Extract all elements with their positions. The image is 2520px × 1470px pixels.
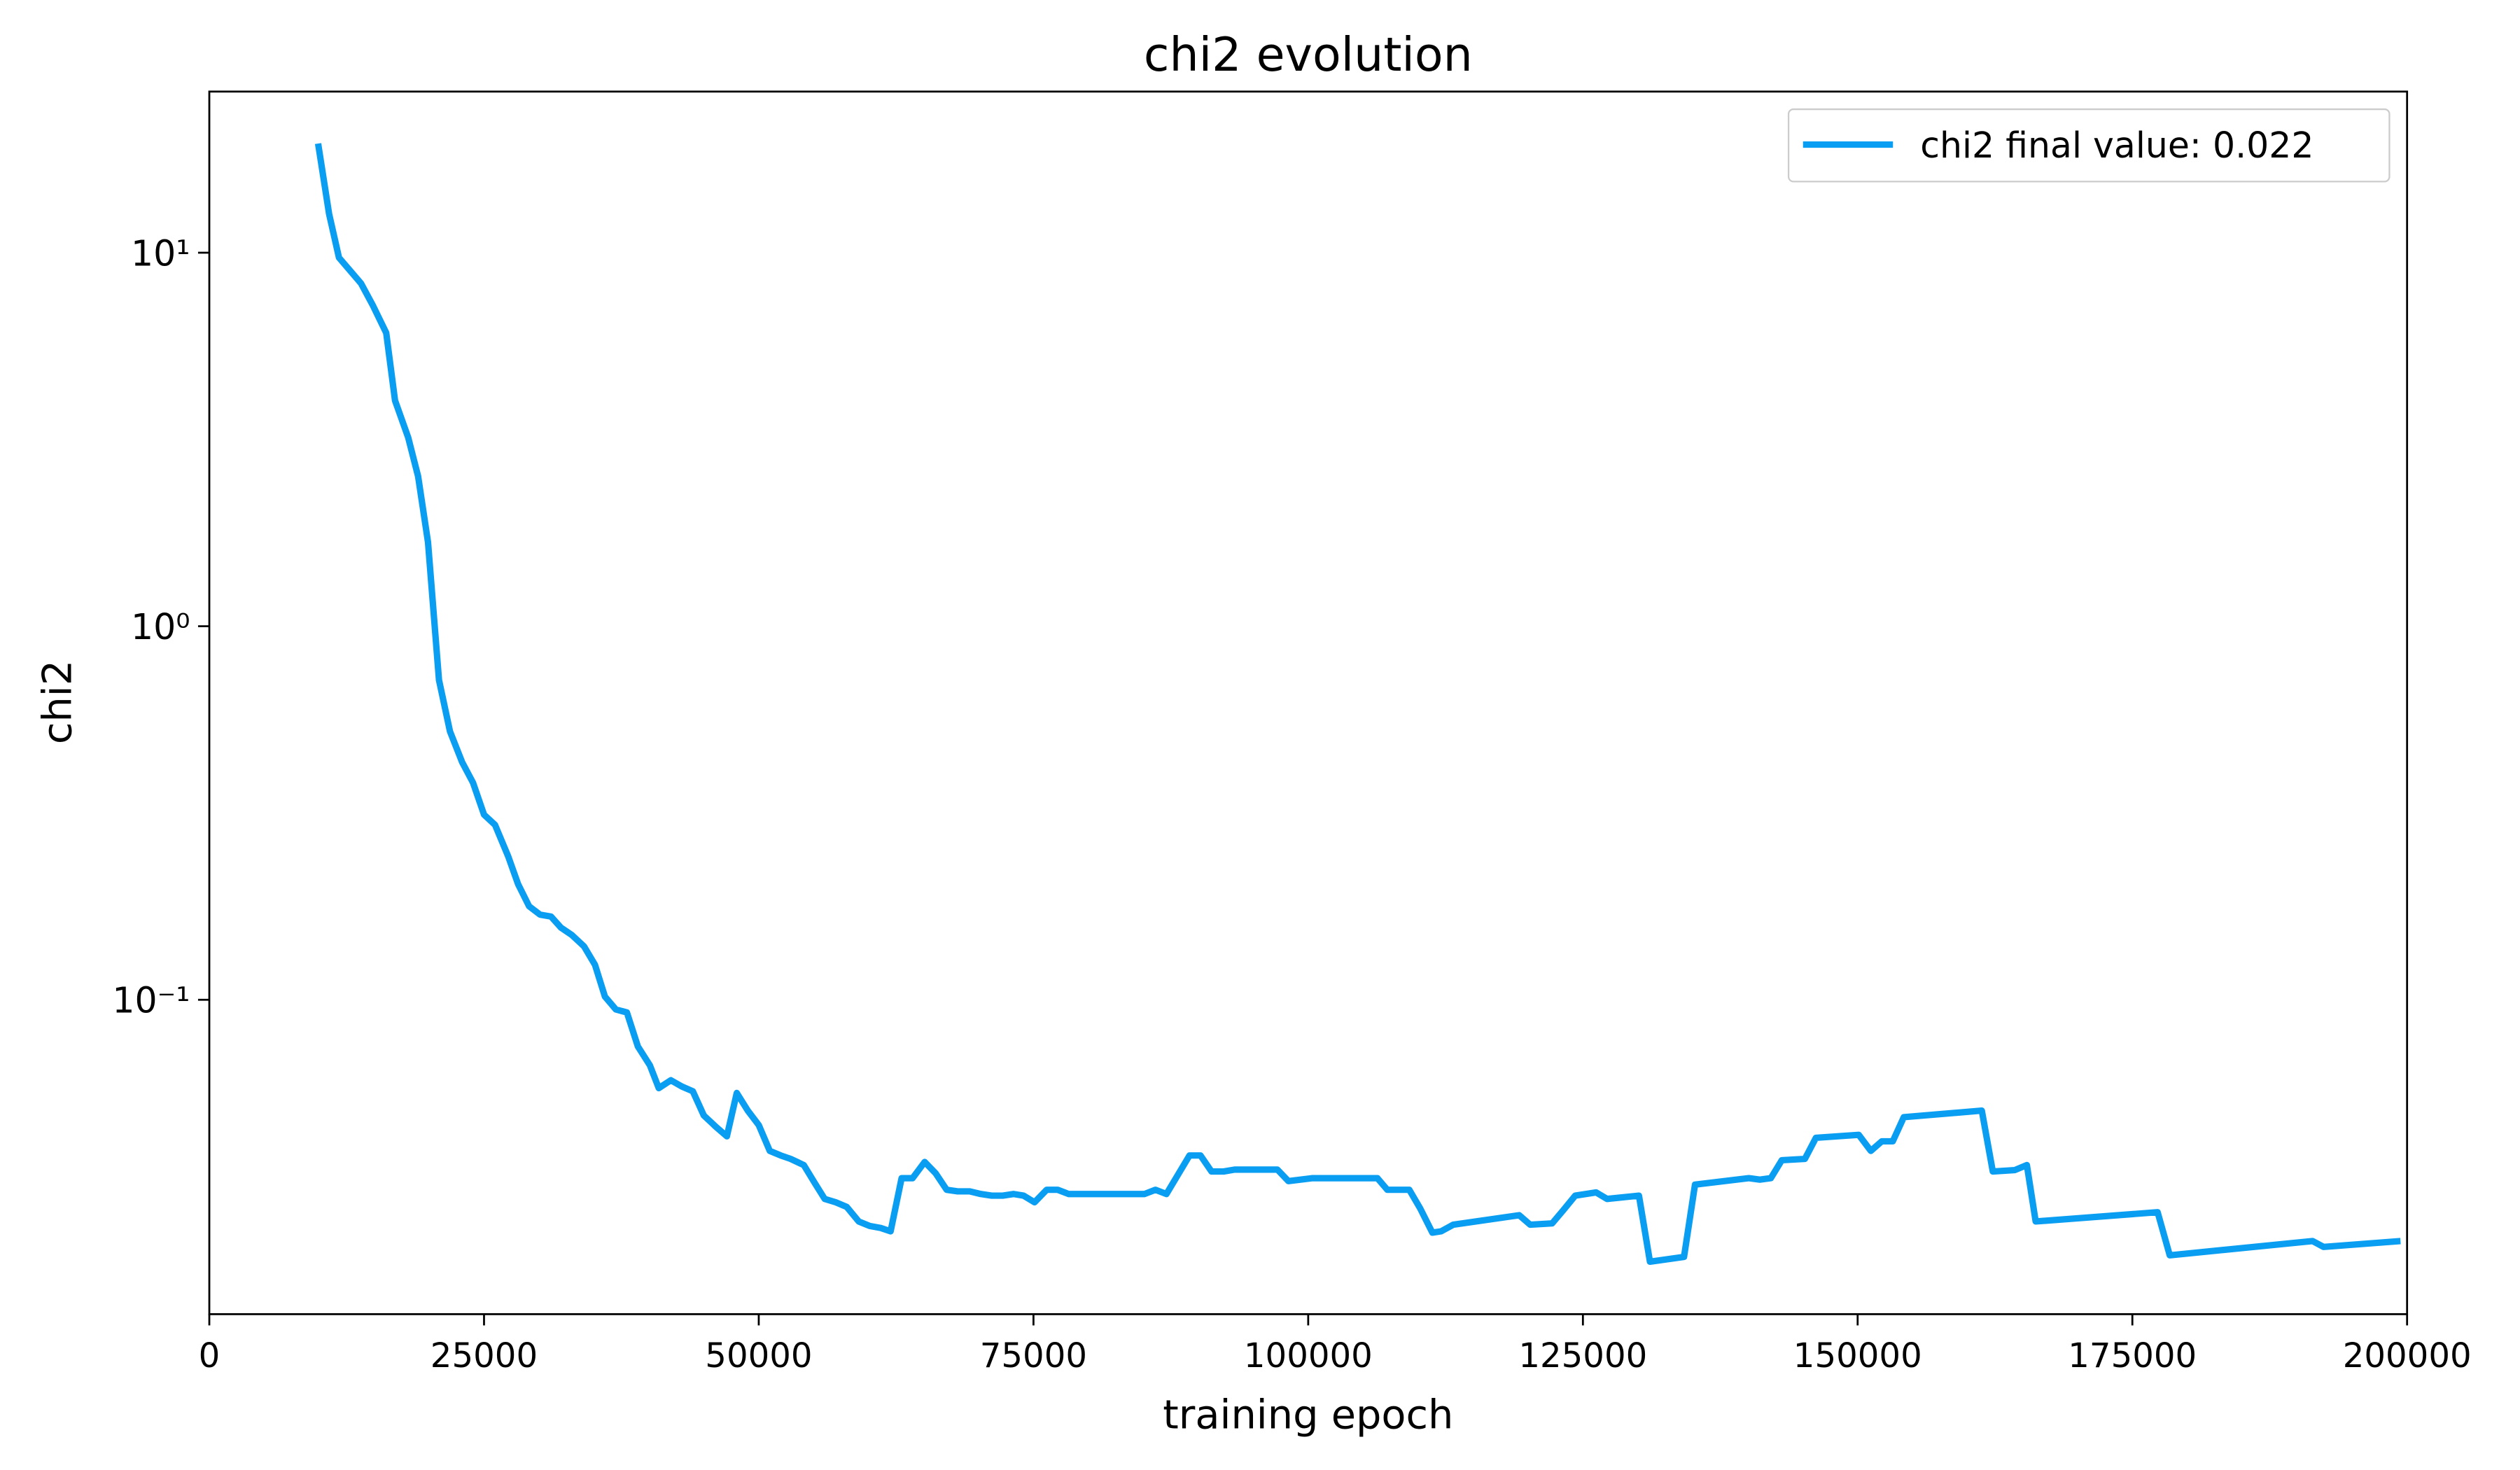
x-tick-label: 175000 (2068, 1336, 2197, 1376)
legend-label: chi2 final value: 0.022 (1920, 125, 2314, 166)
y-tick-label: 10⁰ (131, 606, 190, 648)
x-tick-label: 50000 (705, 1336, 812, 1376)
x-tick-label: 75000 (980, 1336, 1087, 1376)
data-line (314, 143, 2401, 1265)
y-tick-label: 10⁻¹ (112, 980, 190, 1021)
legend-box (1787, 108, 2390, 183)
x-axis-label: training epoch (1163, 1391, 1453, 1438)
x-tick-label: 125000 (1518, 1336, 1647, 1376)
x-tick-label: 25000 (430, 1336, 538, 1376)
y-tick-label: 10¹ (131, 232, 190, 274)
chart-title: chi2 evolution (1144, 27, 1473, 82)
x-tick-label: 0 (199, 1336, 220, 1376)
x-tick-label: 150000 (1793, 1336, 1922, 1376)
plot-frame (208, 90, 2409, 1315)
x-tick-label: 200000 (2343, 1336, 2472, 1376)
y-axis-label: chi2 (34, 660, 81, 744)
x-tick-label: 100000 (1244, 1336, 1373, 1376)
